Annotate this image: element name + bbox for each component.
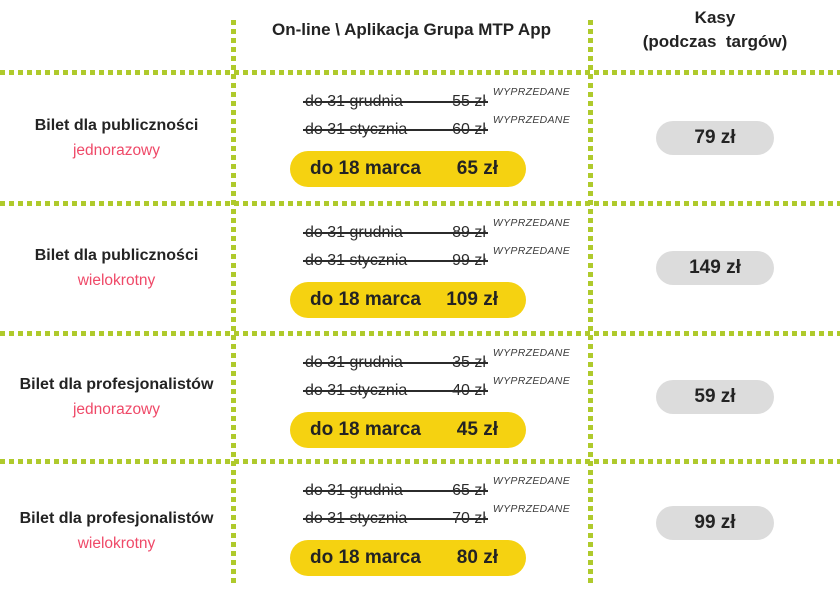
tier-period: do 31 grudnia: [305, 93, 403, 110]
box-office-cell: 149 zł: [590, 203, 840, 333]
strikethrough-price: do 31 stycznia 40 zł: [303, 382, 488, 400]
tier-price: 40 zł: [452, 382, 486, 399]
strikethrough-price: do 31 stycznia 60 zł: [303, 121, 488, 139]
current-period: do 18 marca: [310, 289, 421, 310]
expired-price-tier: do 31 stycznia 99 zł WYPRZEDANE: [290, 245, 570, 275]
strikethrough-price: do 31 stycznia 99 zł: [303, 252, 488, 270]
ticket-subtitle: wielokrotny: [77, 534, 156, 552]
column-separator-line: [588, 20, 593, 585]
online-column-header: On-line \ Aplikacja Grupa MTP App: [272, 20, 551, 39]
current-price-pill: do 18 marca 45 zł: [290, 412, 526, 448]
tier-period: do 31 grudnia: [305, 482, 403, 499]
box-office-cell: 59 zł: [590, 333, 840, 461]
expired-price-tier: do 31 stycznia 70 zł WYPRZEDANE: [290, 503, 570, 533]
current-period: do 18 marca: [310, 547, 421, 568]
soldout-label: WYPRZEDANE: [492, 217, 570, 229]
tier-period: do 31 stycznia: [305, 510, 408, 527]
strikethrough-price: do 31 grudnia 55 zł: [303, 93, 488, 111]
ticket-type-cell: Bilet dla publiczności wielokrotny: [0, 203, 233, 333]
tier-price: 89 zł: [452, 224, 486, 241]
box-office-price-pill: 59 zł: [656, 380, 774, 414]
box-office-cell: 79 zł: [590, 72, 840, 203]
soldout-label: WYPRZEDANE: [492, 503, 570, 515]
header-empty-cell: [0, 0, 233, 72]
box-office-price-pill: 79 zł: [656, 120, 774, 155]
row-separator-line: [0, 70, 840, 75]
kasy-column-header: Kasy (podczas targów): [590, 0, 840, 72]
tier-period: do 31 grudnia: [305, 354, 403, 371]
soldout-label: WYPRZEDANE: [492, 86, 570, 98]
current-period: do 18 marca: [310, 419, 421, 440]
soldout-label: WYPRZEDANE: [492, 475, 570, 487]
ticket-subtitle: jednorazowy: [72, 141, 161, 159]
tier-price: 60 zł: [452, 121, 486, 138]
expired-price-tier: do 31 grudnia 35 zł WYPRZEDANE: [290, 347, 570, 377]
ticket-type-cell: Bilet dla profesjonalistów wielokrotny: [0, 461, 233, 600]
tier-period: do 31 stycznia: [305, 382, 408, 399]
row-separator-line: [0, 331, 840, 336]
tier-price: 99 zł: [452, 252, 486, 269]
soldout-label: WYPRZEDANE: [492, 114, 570, 126]
tier-period: do 31 grudnia: [305, 224, 403, 241]
ticket-title: Bilet dla profesjonalistów: [19, 509, 214, 527]
tier-price: 35 zł: [452, 354, 486, 371]
row-separator-line: [0, 459, 840, 464]
current-price-pill: do 18 marca 109 zł: [290, 282, 526, 318]
strikethrough-price: do 31 stycznia 70 zł: [303, 510, 488, 528]
column-separator-line: [231, 20, 236, 585]
current-price-pill: do 18 marca 65 zł: [290, 151, 526, 187]
current-price-pill: do 18 marca 80 zł: [290, 540, 526, 576]
expired-price-tier: do 31 stycznia 40 zł WYPRZEDANE: [290, 375, 570, 405]
ticket-title: Bilet dla publiczności: [34, 116, 199, 134]
row-separator-line: [0, 201, 840, 206]
tier-period: do 31 stycznia: [305, 121, 408, 138]
kasy-header-line1: Kasy: [694, 8, 736, 27]
tier-price: 55 zł: [452, 93, 486, 110]
current-price: 109 zł: [446, 289, 498, 310]
current-period: do 18 marca: [310, 158, 421, 179]
kasy-header-line2: (podczas targów): [642, 32, 788, 51]
expired-price-tier: do 31 grudnia 65 zł WYPRZEDANE: [290, 475, 570, 505]
online-prices-cell: do 31 grudnia 35 zł WYPRZEDANE do 31 sty…: [233, 333, 590, 461]
ticket-subtitle: wielokrotny: [77, 272, 156, 289]
online-prices-cell: do 31 grudnia 89 zł WYPRZEDANE do 31 sty…: [233, 203, 590, 333]
strikethrough-price: do 31 grudnia 89 zł: [303, 224, 488, 242]
ticket-type-cell: Bilet dla publiczności jednorazowy: [0, 72, 233, 203]
tier-price: 65 zł: [452, 482, 486, 499]
ticket-title: Bilet dla profesjonalistów: [19, 376, 214, 393]
current-price: 80 zł: [456, 547, 498, 568]
expired-price-tier: do 31 grudnia 55 zł WYPRZEDANE: [290, 86, 570, 116]
soldout-label: WYPRZEDANE: [492, 347, 570, 359]
online-prices-cell: do 31 grudnia 65 zł WYPRZEDANE do 31 sty…: [233, 461, 590, 600]
current-price: 45 zł: [456, 419, 498, 440]
expired-price-tier: do 31 stycznia 60 zł WYPRZEDANE: [290, 114, 570, 144]
box-office-cell: 99 zł: [590, 461, 840, 600]
box-office-price-pill: 149 zł: [656, 251, 774, 285]
strikethrough-price: do 31 grudnia 35 zł: [303, 354, 488, 372]
soldout-label: WYPRZEDANE: [492, 245, 570, 257]
online-prices-cell: do 31 grudnia 55 zł WYPRZEDANE do 31 sty…: [233, 72, 590, 203]
ticket-subtitle: jednorazowy: [72, 401, 161, 418]
ticket-title: Bilet dla publiczności: [34, 247, 199, 264]
current-price: 65 zł: [456, 158, 498, 179]
tier-period: do 31 stycznia: [305, 252, 408, 269]
strikethrough-price: do 31 grudnia 65 zł: [303, 482, 488, 500]
box-office-price-pill: 99 zł: [656, 505, 774, 540]
tier-price: 70 zł: [452, 510, 486, 527]
ticket-type-cell: Bilet dla profesjonalistów jednorazowy: [0, 333, 233, 461]
soldout-label: WYPRZEDANE: [492, 375, 570, 387]
expired-price-tier: do 31 grudnia 89 zł WYPRZEDANE: [290, 217, 570, 247]
